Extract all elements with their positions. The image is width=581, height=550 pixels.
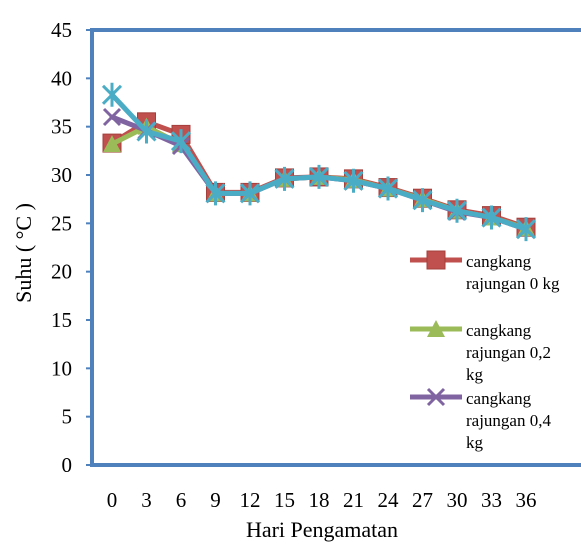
legend-item-2: cangkang rajungan 0,2 kg — [410, 320, 551, 384]
legend-label: kg — [466, 365, 484, 384]
plot-area-frame — [90, 28, 581, 467]
y-axis-title: Suhu ( °C ) — [11, 203, 36, 303]
x-tick-label: 30 — [447, 488, 468, 512]
x-tick-label: 33 — [481, 488, 502, 512]
x-tick-label: 3 — [141, 488, 152, 512]
series-layer — [101, 82, 537, 242]
y-tick-label: 20 — [51, 260, 72, 284]
y-tick-label: 40 — [51, 66, 72, 90]
data-point — [308, 164, 330, 189]
data-point — [377, 176, 399, 201]
data-point — [274, 166, 295, 191]
x-axis-title: Hari Pengamatan — [246, 517, 398, 542]
legend-label: kg — [466, 433, 484, 452]
data-point — [170, 129, 192, 154]
legend-label: cangkang — [466, 321, 532, 340]
x-tick-label: 9 — [210, 488, 221, 512]
x-tick-label: 36 — [516, 488, 537, 512]
y-tick-label: 0 — [62, 453, 73, 477]
y-tick-label: 35 — [51, 115, 72, 139]
x-tick-label: 18 — [309, 488, 330, 512]
legend-item-1: cangkang rajungan 0 kg — [410, 250, 560, 293]
legend-item-3: cangkang rajungan 0,4 kg — [410, 387, 551, 452]
data-point — [412, 188, 433, 213]
y-tick-label: 25 — [51, 211, 72, 235]
x-tick-label: 24 — [378, 488, 400, 512]
data-point — [427, 320, 445, 337]
x-tick-label: 15 — [274, 488, 295, 512]
x-axis-ticks: 0 3 6 9 12 15 18 21 24 27 30 33 36 — [107, 488, 537, 512]
data-point — [343, 168, 364, 193]
x-tick-label: 6 — [176, 488, 187, 512]
y-tick-label: 45 — [51, 18, 72, 42]
y-tick-label: 30 — [51, 163, 72, 187]
y-tick-label: 10 — [51, 356, 72, 380]
data-point — [515, 217, 537, 242]
series-4 — [101, 82, 537, 242]
data-point — [426, 387, 446, 407]
legend-label: cangkang — [466, 252, 532, 271]
data-point — [101, 82, 123, 107]
legend-label: rajungan 0,4 — [466, 411, 551, 430]
x-tick-label: 0 — [107, 488, 118, 512]
legend-label: cangkang — [466, 389, 532, 408]
y-tick-label: 5 — [62, 405, 73, 429]
data-point — [446, 198, 468, 223]
data-point — [205, 181, 226, 206]
data-point — [239, 181, 261, 206]
y-axis-ticks: 0 5 10 15 20 25 30 35 40 45 — [51, 18, 92, 477]
legend-label: rajungan 0 kg — [466, 274, 560, 293]
x-tick-label: 12 — [240, 488, 261, 512]
data-point — [103, 135, 121, 153]
x-tick-label: 21 — [343, 488, 364, 512]
data-point — [426, 250, 446, 270]
data-point — [102, 107, 122, 127]
y-tick-label: 15 — [51, 308, 72, 332]
data-point — [481, 205, 502, 230]
x-tick-label: 27 — [412, 488, 433, 512]
legend-label: rajungan 0,2 — [466, 343, 551, 362]
legend: cangkang rajungan 0 kg cangkang rajungan 0,… — [410, 250, 560, 452]
data-point — [136, 119, 157, 144]
